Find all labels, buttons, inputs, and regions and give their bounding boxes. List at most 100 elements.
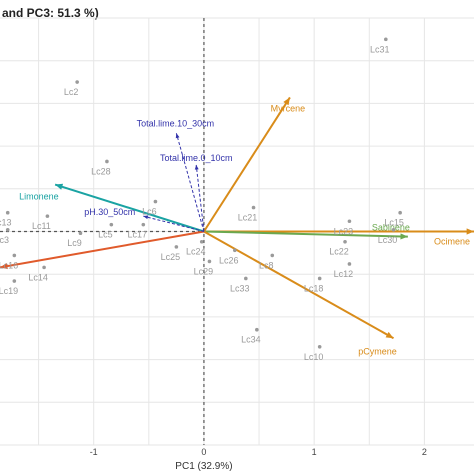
- loading-arrow-label: Ocimene: [434, 237, 470, 247]
- sample-point-group: Lc24: [186, 239, 206, 257]
- sample-points: Lc31 Lc2 Lc28 Lc6 Lc13 Lc11 Lc5 Lc17 Lc9 Lc3 Lc16 L…: [0, 37, 404, 362]
- loading-arrow-head: [0, 263, 8, 270]
- sample-point-group: Lc21: [238, 205, 258, 223]
- sample-label: Lc30: [378, 235, 398, 245]
- x-tick-label: -1: [90, 447, 98, 457]
- loading-arrow: pCymene: [203, 230, 397, 356]
- loading-arrow-head: [400, 233, 408, 240]
- loading-arrow: Ocimene: [203, 228, 474, 247]
- sample-point-group: Lc5: [98, 222, 114, 240]
- loading-arrow-label: Sabinene: [372, 223, 410, 233]
- sample-label: Lc11: [32, 221, 51, 231]
- sample-label: Lc29: [194, 266, 214, 276]
- loading-arrow: Total.lime.0_10cm: [160, 153, 233, 232]
- sample-point-group: Lc29: [194, 259, 214, 276]
- loading-arrow-head: [175, 133, 180, 139]
- sample-point-group: Lc23: [334, 219, 354, 236]
- sample-label: Lc34: [241, 335, 261, 345]
- sample-label: Lc19: [0, 286, 18, 296]
- loading-arrow-label: pCymene: [358, 346, 397, 356]
- sample-point-group: Lc18: [304, 276, 324, 293]
- sample-label: Lc5: [98, 230, 113, 240]
- sample-label: Lc22: [329, 247, 349, 257]
- loading-arrow: Sabinene: [203, 223, 410, 240]
- sample-point-group: Lc33: [230, 276, 250, 293]
- sample-point: [78, 231, 83, 236]
- sample-point: [317, 344, 322, 349]
- sample-point: [317, 276, 322, 281]
- sample-point: [105, 159, 109, 164]
- axes: [0, 18, 474, 445]
- sample-point-group: Lc17: [128, 222, 148, 240]
- sample-label: Lc25: [161, 252, 181, 262]
- sample-point-group: Lc30: [378, 227, 398, 245]
- loading-arrow-shaft: [143, 215, 205, 232]
- loading-arrow-shaft: [203, 96, 291, 233]
- loading-arrow-shaft: [54, 183, 205, 233]
- sample-label: Lc8: [259, 260, 274, 270]
- x-tick-labels: -1 0 1 2: [90, 447, 427, 457]
- sample-point-group: Lc14: [28, 265, 48, 282]
- sample-point-group: Lc12: [334, 262, 353, 279]
- sample-label: Lc21: [238, 213, 258, 223]
- sample-label: Lc24: [186, 247, 206, 257]
- loading-arrow-label: Total.lime.0_10cm: [160, 153, 233, 163]
- x-tick-label: 1: [312, 447, 317, 457]
- chart-title: and PC3: 51.3 %): [2, 6, 99, 20]
- loading-arrow: Myrcene: [203, 96, 306, 233]
- sample-point-group: Lc6: [142, 199, 158, 217]
- sample-point-group: Lc8: [259, 253, 275, 270]
- sample-point: [251, 205, 256, 210]
- loading-arrow: [0, 230, 205, 270]
- sample-point-group: Lc22: [329, 239, 349, 257]
- sample-point: [12, 279, 17, 283]
- sample-point-group: Lc9: [67, 231, 83, 248]
- loading-arrows: Ocimene Sabinene Myrcene pCymene Limonene Tot…: [0, 96, 474, 356]
- sample-label: Lc2: [64, 87, 79, 97]
- sample-point: [5, 210, 10, 215]
- loading-arrow-head: [194, 164, 199, 170]
- sample-point-group: Lc10: [304, 344, 324, 362]
- sample-point: [398, 210, 402, 215]
- sample-point-group: Lc19: [0, 279, 18, 296]
- sample-point: [109, 222, 114, 227]
- sample-label: Lc10: [304, 352, 324, 362]
- sample-label: Lc31: [370, 44, 390, 54]
- sample-point: [391, 227, 396, 232]
- sample-label: Lc15: [384, 218, 404, 228]
- sample-point: [347, 219, 352, 224]
- loading-arrow-head: [55, 183, 64, 190]
- loading-arrow-head: [466, 228, 474, 235]
- loading-arrow-head: [283, 97, 290, 106]
- sample-point: [207, 259, 212, 264]
- sample-label: Lc3: [0, 235, 9, 245]
- sample-label: Lc18: [304, 283, 324, 293]
- sample-label: Lc26: [219, 255, 239, 265]
- sample-point-group: Lc25: [161, 245, 181, 262]
- loading-arrow-label: Total.lime.10_30cm: [137, 118, 215, 128]
- sample-point-group: Lc31: [370, 37, 390, 54]
- sample-point: [75, 80, 79, 84]
- sample-point: [244, 276, 248, 281]
- loading-arrow-label: pH.30_50cm: [84, 207, 135, 217]
- sample-point: [343, 239, 347, 244]
- sample-label: Lc13: [0, 218, 11, 228]
- sample-label: Lc33: [230, 283, 250, 293]
- sample-point: [141, 222, 146, 227]
- sample-label: Lc23: [334, 226, 354, 236]
- sample-point-group: Lc34: [241, 327, 261, 345]
- sample-point-group: Lc2: [64, 80, 79, 97]
- loading-arrow-head: [385, 331, 394, 339]
- sample-label: Lc17: [128, 230, 148, 240]
- loading-arrow: Total.lime.10_30cm: [137, 118, 215, 232]
- sample-point: [199, 239, 204, 244]
- sample-point: [384, 37, 388, 42]
- sample-point: [45, 214, 50, 218]
- loading-arrow-shaft: [195, 164, 205, 232]
- loading-arrow-shaft: [203, 230, 408, 238]
- sample-point: [5, 227, 10, 232]
- x-axis-label: PC1 (32.9%): [175, 461, 232, 472]
- loading-arrow-label: Myrcene: [271, 103, 306, 113]
- sample-point-group: Lc3: [0, 227, 10, 245]
- sample-label: Lc16: [0, 260, 18, 270]
